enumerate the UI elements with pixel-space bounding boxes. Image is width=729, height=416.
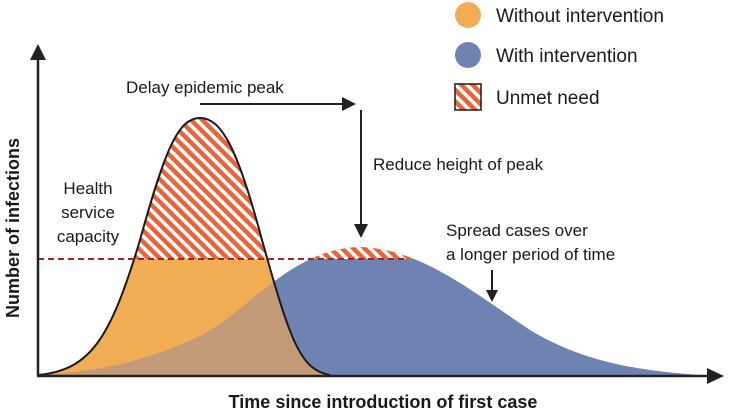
legend-swatch-with xyxy=(455,42,481,68)
spread-arrowhead xyxy=(486,290,498,302)
legend-label-unmet: Unmet need xyxy=(496,88,600,109)
reduce-arrowhead xyxy=(354,224,368,238)
spread-cases-line1: Spread cases over xyxy=(446,221,588,240)
reduce-height-label: Reduce height of peak xyxy=(373,155,544,174)
legend-label-with: With intervention xyxy=(496,46,638,67)
overlap-region xyxy=(38,259,330,375)
y-axis-arrowhead xyxy=(30,44,46,60)
capacity-label-line3: capacity xyxy=(57,227,120,246)
unmet-need-tall xyxy=(134,118,268,259)
legend-swatch-unmet xyxy=(454,83,482,111)
capacity-label-line2: service xyxy=(61,203,115,222)
capacity-label-line1: Health xyxy=(63,179,112,198)
legend-swatch-without xyxy=(455,2,481,28)
spread-cases-line2: a longer period of time xyxy=(446,245,615,264)
legend: Without intervention With intervention U… xyxy=(454,2,664,111)
delay-arrowhead xyxy=(342,97,356,111)
x-axis-arrowhead xyxy=(707,368,724,384)
delay-peak-label: Delay epidemic peak xyxy=(126,78,284,97)
y-axis-title: Number of infections xyxy=(3,138,23,318)
unmet-need-flat xyxy=(310,247,415,259)
without-intervention-outline xyxy=(37,116,331,376)
x-axis-title: Time since introduction of first case xyxy=(229,392,538,412)
legend-label-without: Without intervention xyxy=(496,6,664,27)
